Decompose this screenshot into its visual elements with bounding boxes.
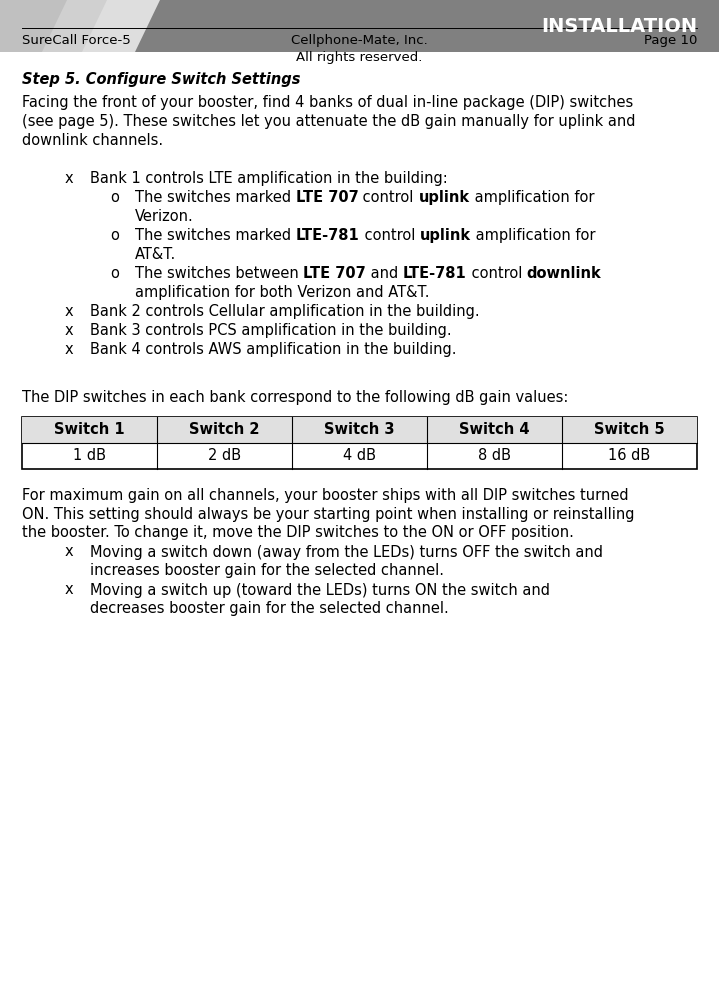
Bar (22, 416, 697, 468)
Text: Cellphone-Mate, Inc.: Cellphone-Mate, Inc. (291, 34, 428, 47)
Text: increases booster gain for the selected channel.: increases booster gain for the selected … (90, 564, 444, 579)
Text: control: control (467, 266, 527, 281)
Text: The switches between: The switches between (135, 266, 303, 281)
Bar (22, 416, 697, 442)
Text: uplink: uplink (418, 190, 470, 205)
Polygon shape (0, 0, 80, 52)
Text: LTE 707: LTE 707 (296, 190, 359, 205)
Text: The switches marked: The switches marked (135, 190, 296, 205)
Text: 1 dB: 1 dB (73, 448, 106, 463)
Text: LTE-781: LTE-781 (296, 228, 360, 243)
Text: amplification for: amplification for (471, 228, 595, 243)
Text: decreases booster gain for the selected channel.: decreases booster gain for the selected … (90, 602, 449, 617)
Text: x: x (65, 545, 73, 560)
Text: control: control (360, 228, 419, 243)
Text: x: x (65, 323, 73, 338)
Text: Bank 1 controls LTE amplification in the building:: Bank 1 controls LTE amplification in the… (90, 171, 448, 186)
Text: Moving a switch down (away from the LEDs) turns OFF the switch and: Moving a switch down (away from the LEDs… (90, 545, 603, 560)
Text: o: o (110, 266, 119, 281)
Text: the booster. To change it, move the DIP switches to the ON or OFF position.: the booster. To change it, move the DIP … (22, 526, 574, 541)
Text: uplink: uplink (419, 228, 471, 243)
Text: x: x (65, 583, 73, 598)
Text: 2 dB: 2 dB (208, 448, 241, 463)
Text: (see page 5). These switches let you attenuate the dB gain manually for uplink a: (see page 5). These switches let you att… (22, 114, 636, 129)
Text: Facing the front of your booster, find 4 banks of dual in-line package (DIP) swi: Facing the front of your booster, find 4… (22, 95, 633, 110)
Text: Bank 2 controls Cellular amplification in the building.: Bank 2 controls Cellular amplification i… (90, 304, 480, 319)
Text: amplification for: amplification for (470, 190, 594, 205)
Bar (0, 0, 719, 52)
Text: SureCall Force-5: SureCall Force-5 (22, 34, 131, 47)
Text: amplification for both Verizon and AT&T.: amplification for both Verizon and AT&T. (135, 285, 429, 300)
Text: 16 dB: 16 dB (608, 448, 651, 463)
Polygon shape (82, 0, 160, 52)
Text: The DIP switches in each bank correspond to the following dB gain values:: The DIP switches in each bank correspond… (22, 389, 569, 404)
Text: LTE 707: LTE 707 (303, 266, 366, 281)
Text: Switch 3: Switch 3 (324, 422, 395, 437)
Text: o: o (110, 228, 119, 243)
Text: Bank 4 controls AWS amplification in the building.: Bank 4 controls AWS amplification in the… (90, 342, 457, 357)
Text: Switch 5: Switch 5 (594, 422, 665, 437)
Text: INSTALLATION: INSTALLATION (541, 17, 697, 36)
Text: Bank 3 controls PCS amplification in the building.: Bank 3 controls PCS amplification in the… (90, 323, 452, 338)
Text: LTE-781: LTE-781 (403, 266, 467, 281)
Text: Switch 1: Switch 1 (54, 422, 125, 437)
Text: and: and (366, 266, 403, 281)
Text: All rights reserved.: All rights reserved. (296, 51, 423, 64)
Text: Switch 4: Switch 4 (459, 422, 530, 437)
Text: downlink: downlink (527, 266, 602, 281)
Text: x: x (65, 304, 73, 319)
Text: downlink channels.: downlink channels. (22, 133, 163, 148)
Text: x: x (65, 342, 73, 357)
Text: AT&T.: AT&T. (135, 247, 176, 262)
Text: Step 5. Configure Switch Settings: Step 5. Configure Switch Settings (22, 72, 301, 87)
Text: For maximum gain on all channels, your booster ships with all DIP switches turne: For maximum gain on all channels, your b… (22, 487, 628, 503)
Text: Page 10: Page 10 (644, 34, 697, 47)
Text: ON. This setting should always be your starting point when installing or reinsta: ON. This setting should always be your s… (22, 507, 634, 522)
Text: control: control (359, 190, 418, 205)
Text: Switch 2: Switch 2 (189, 422, 260, 437)
Text: The switches marked: The switches marked (135, 228, 296, 243)
Text: 4 dB: 4 dB (343, 448, 376, 463)
Text: 8 dB: 8 dB (478, 448, 511, 463)
Text: x: x (65, 171, 73, 186)
Text: o: o (110, 190, 119, 205)
Text: Verizon.: Verizon. (135, 209, 193, 224)
Text: Moving a switch up (toward the LEDs) turns ON the switch and: Moving a switch up (toward the LEDs) tur… (90, 583, 550, 598)
Polygon shape (42, 0, 120, 52)
